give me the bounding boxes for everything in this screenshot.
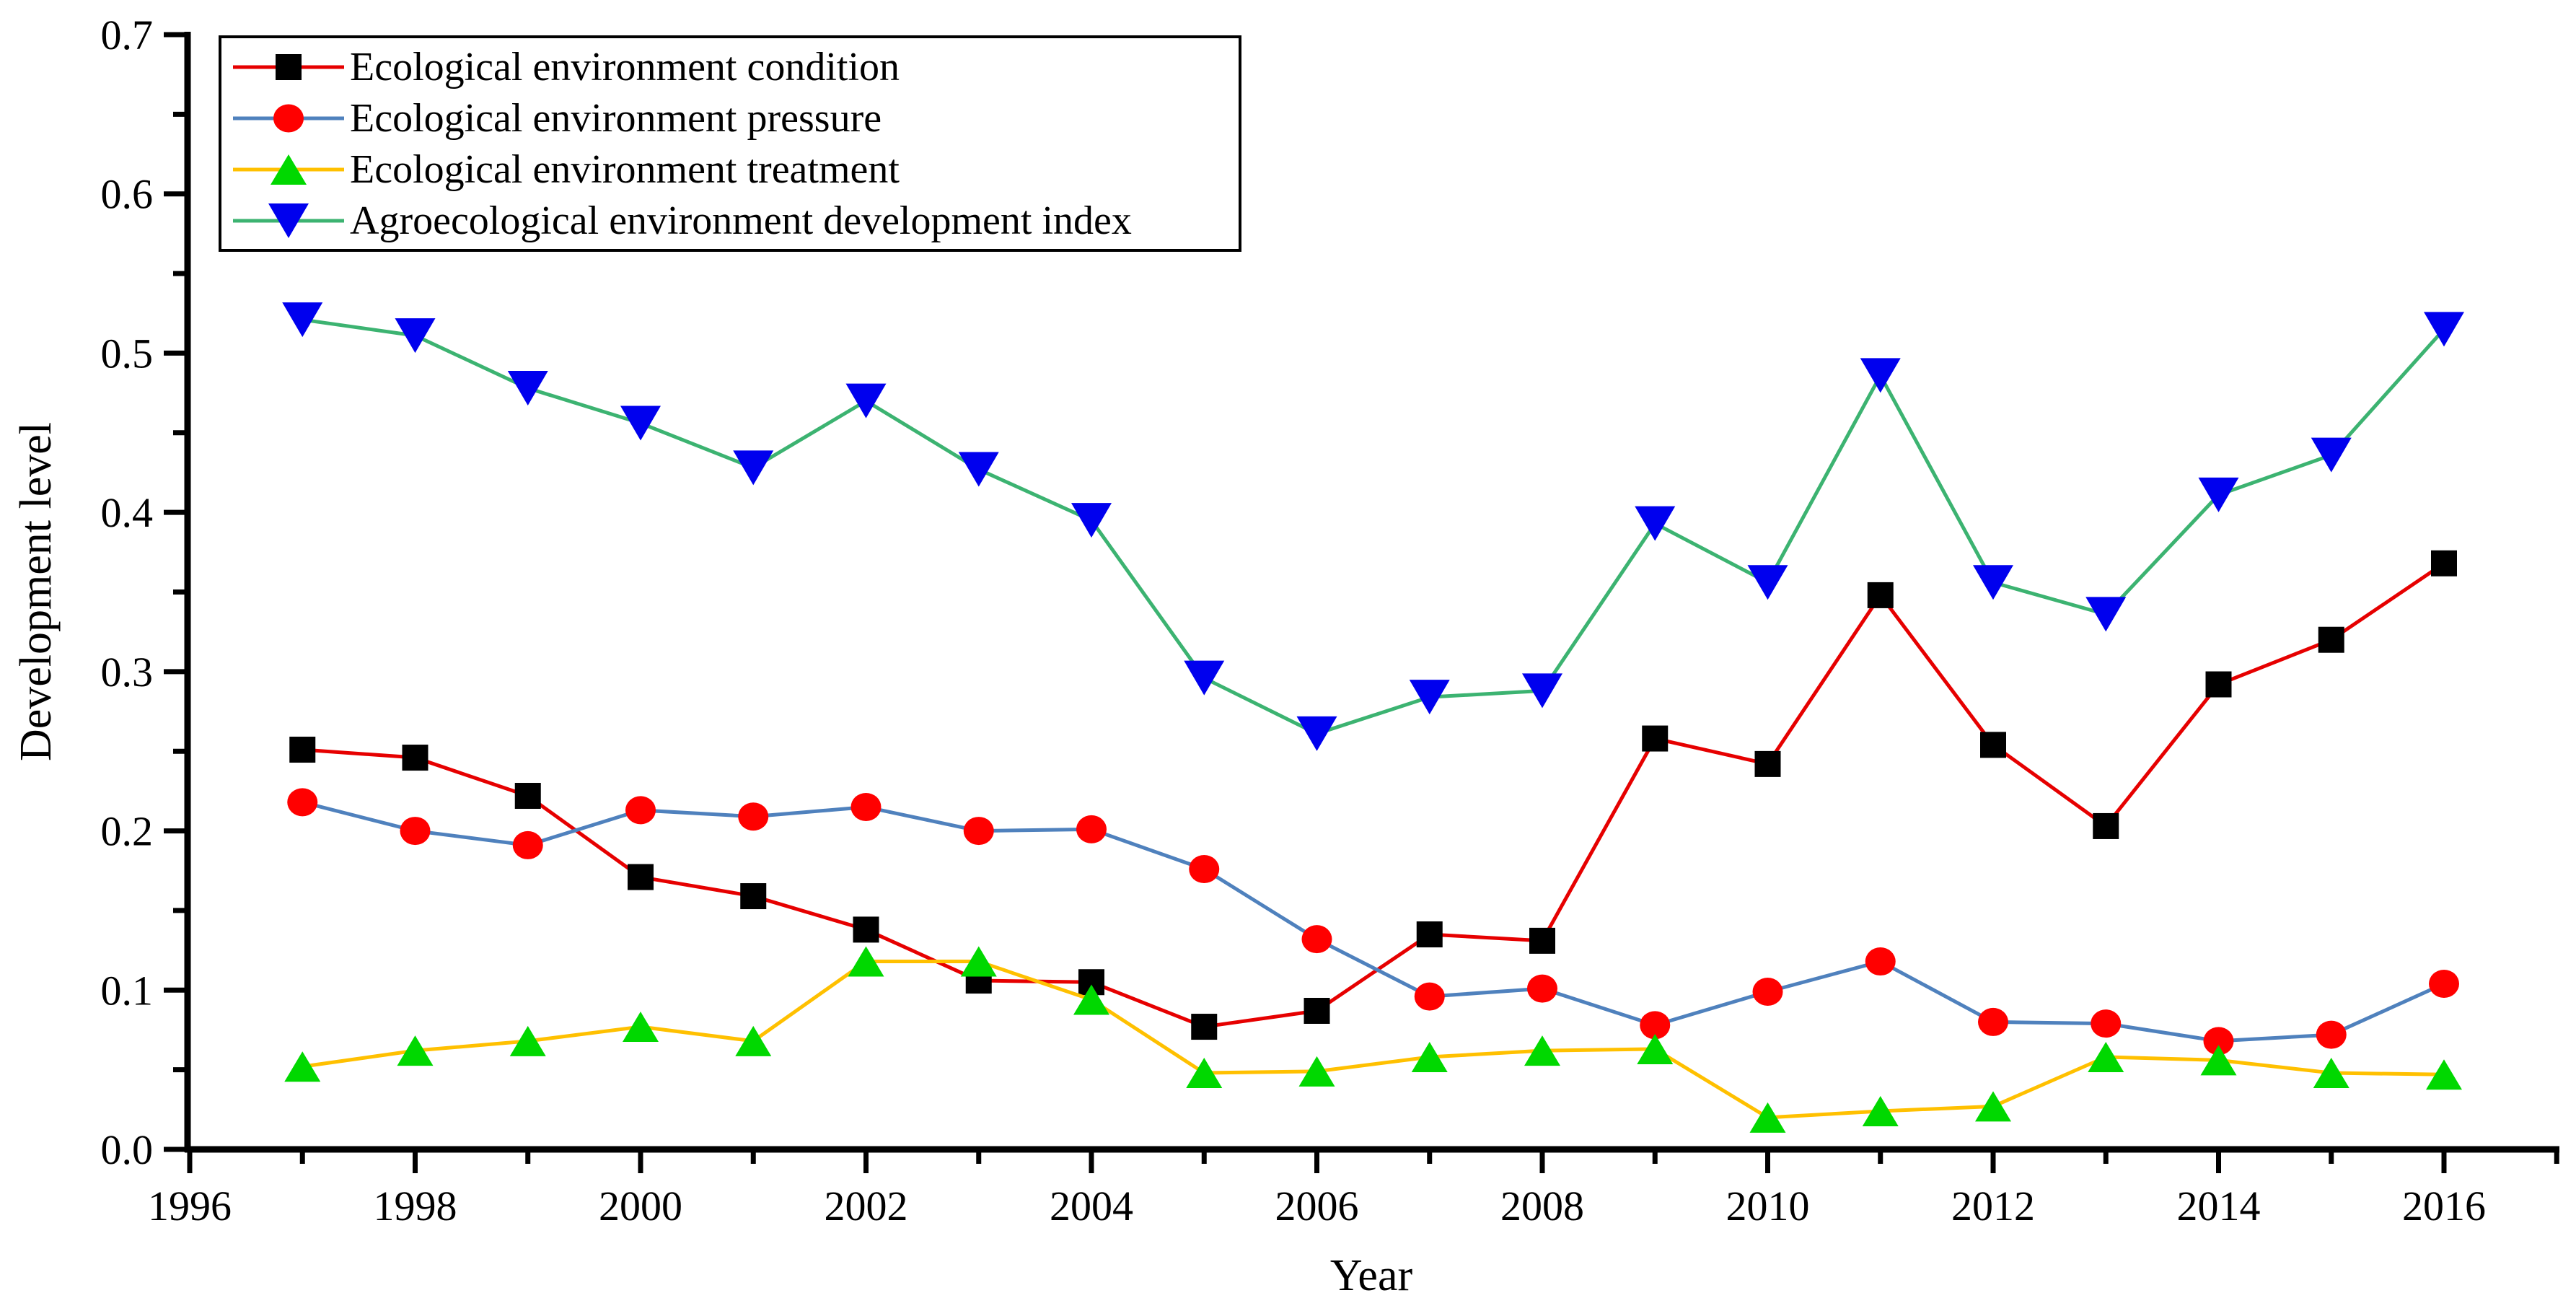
series-square (289, 550, 2457, 1040)
x-tick-label: 2006 (1275, 1183, 1359, 1229)
y-tick-label: 0.6 (101, 171, 154, 218)
axis-tick-labels: 0.0 0.1 0.2 0.3 0.4 0.5 0.6 0.7 1996 1998 2000 2002… (101, 12, 2487, 1229)
x-tick-label: 2004 (1050, 1183, 1133, 1229)
y-tick-label: 0.3 (101, 649, 154, 696)
y-tick-label: 0.0 (101, 1126, 154, 1173)
legend-row-index: Agroecological environment development i… (227, 196, 1239, 246)
x-tick-label: 2010 (1726, 1183, 1810, 1229)
legend-row-treatment: Ecological environment treatment (227, 144, 1239, 195)
y-axis-title: Development level (12, 422, 61, 761)
legend-row-pressure: Ecological environment pressure (227, 93, 1239, 144)
x-tick-label: 1996 (148, 1183, 232, 1229)
series-triangle-down (282, 302, 2464, 751)
legend: Ecological environment condition Ecologi… (219, 35, 1241, 252)
y-tick-label: 0.1 (101, 967, 154, 1014)
y-tick-label: 0.2 (101, 808, 154, 855)
x-tick-label: 2000 (599, 1183, 682, 1229)
series-triangle-up (284, 946, 2462, 1133)
legend-label-pressure: Ecological environment pressure (350, 95, 882, 141)
x-tick-label: 2014 (2177, 1183, 2261, 1229)
y-tick-label: 0.7 (101, 12, 154, 58)
x-tick-label: 2002 (825, 1183, 908, 1229)
index-triangle-down-marker-icon (233, 203, 344, 238)
treatment-triangle-marker-icon (233, 154, 344, 185)
x-tick-label: 2016 (2402, 1183, 2486, 1229)
data-series (282, 302, 2464, 1133)
axis-ticks (164, 32, 2559, 1173)
series-circle (287, 788, 2459, 1056)
x-axis-title: Year (1330, 1251, 1413, 1300)
legend-label-condition: Ecological environment condition (350, 44, 900, 89)
legend-label-index: Agroecological environment development i… (350, 198, 1132, 243)
y-tick-label: 0.4 (101, 489, 154, 536)
pressure-circle-marker-icon (233, 104, 344, 132)
condition-square-marker-icon (233, 53, 344, 80)
y-tick-label: 0.5 (101, 330, 154, 377)
x-tick-label: 2008 (1500, 1183, 1584, 1229)
x-tick-label: 2012 (1951, 1183, 2035, 1229)
legend-label-treatment: Ecological environment treatment (350, 146, 900, 192)
legend-row-condition: Ecological environment condition (227, 42, 1239, 92)
x-tick-label: 1998 (374, 1183, 457, 1229)
